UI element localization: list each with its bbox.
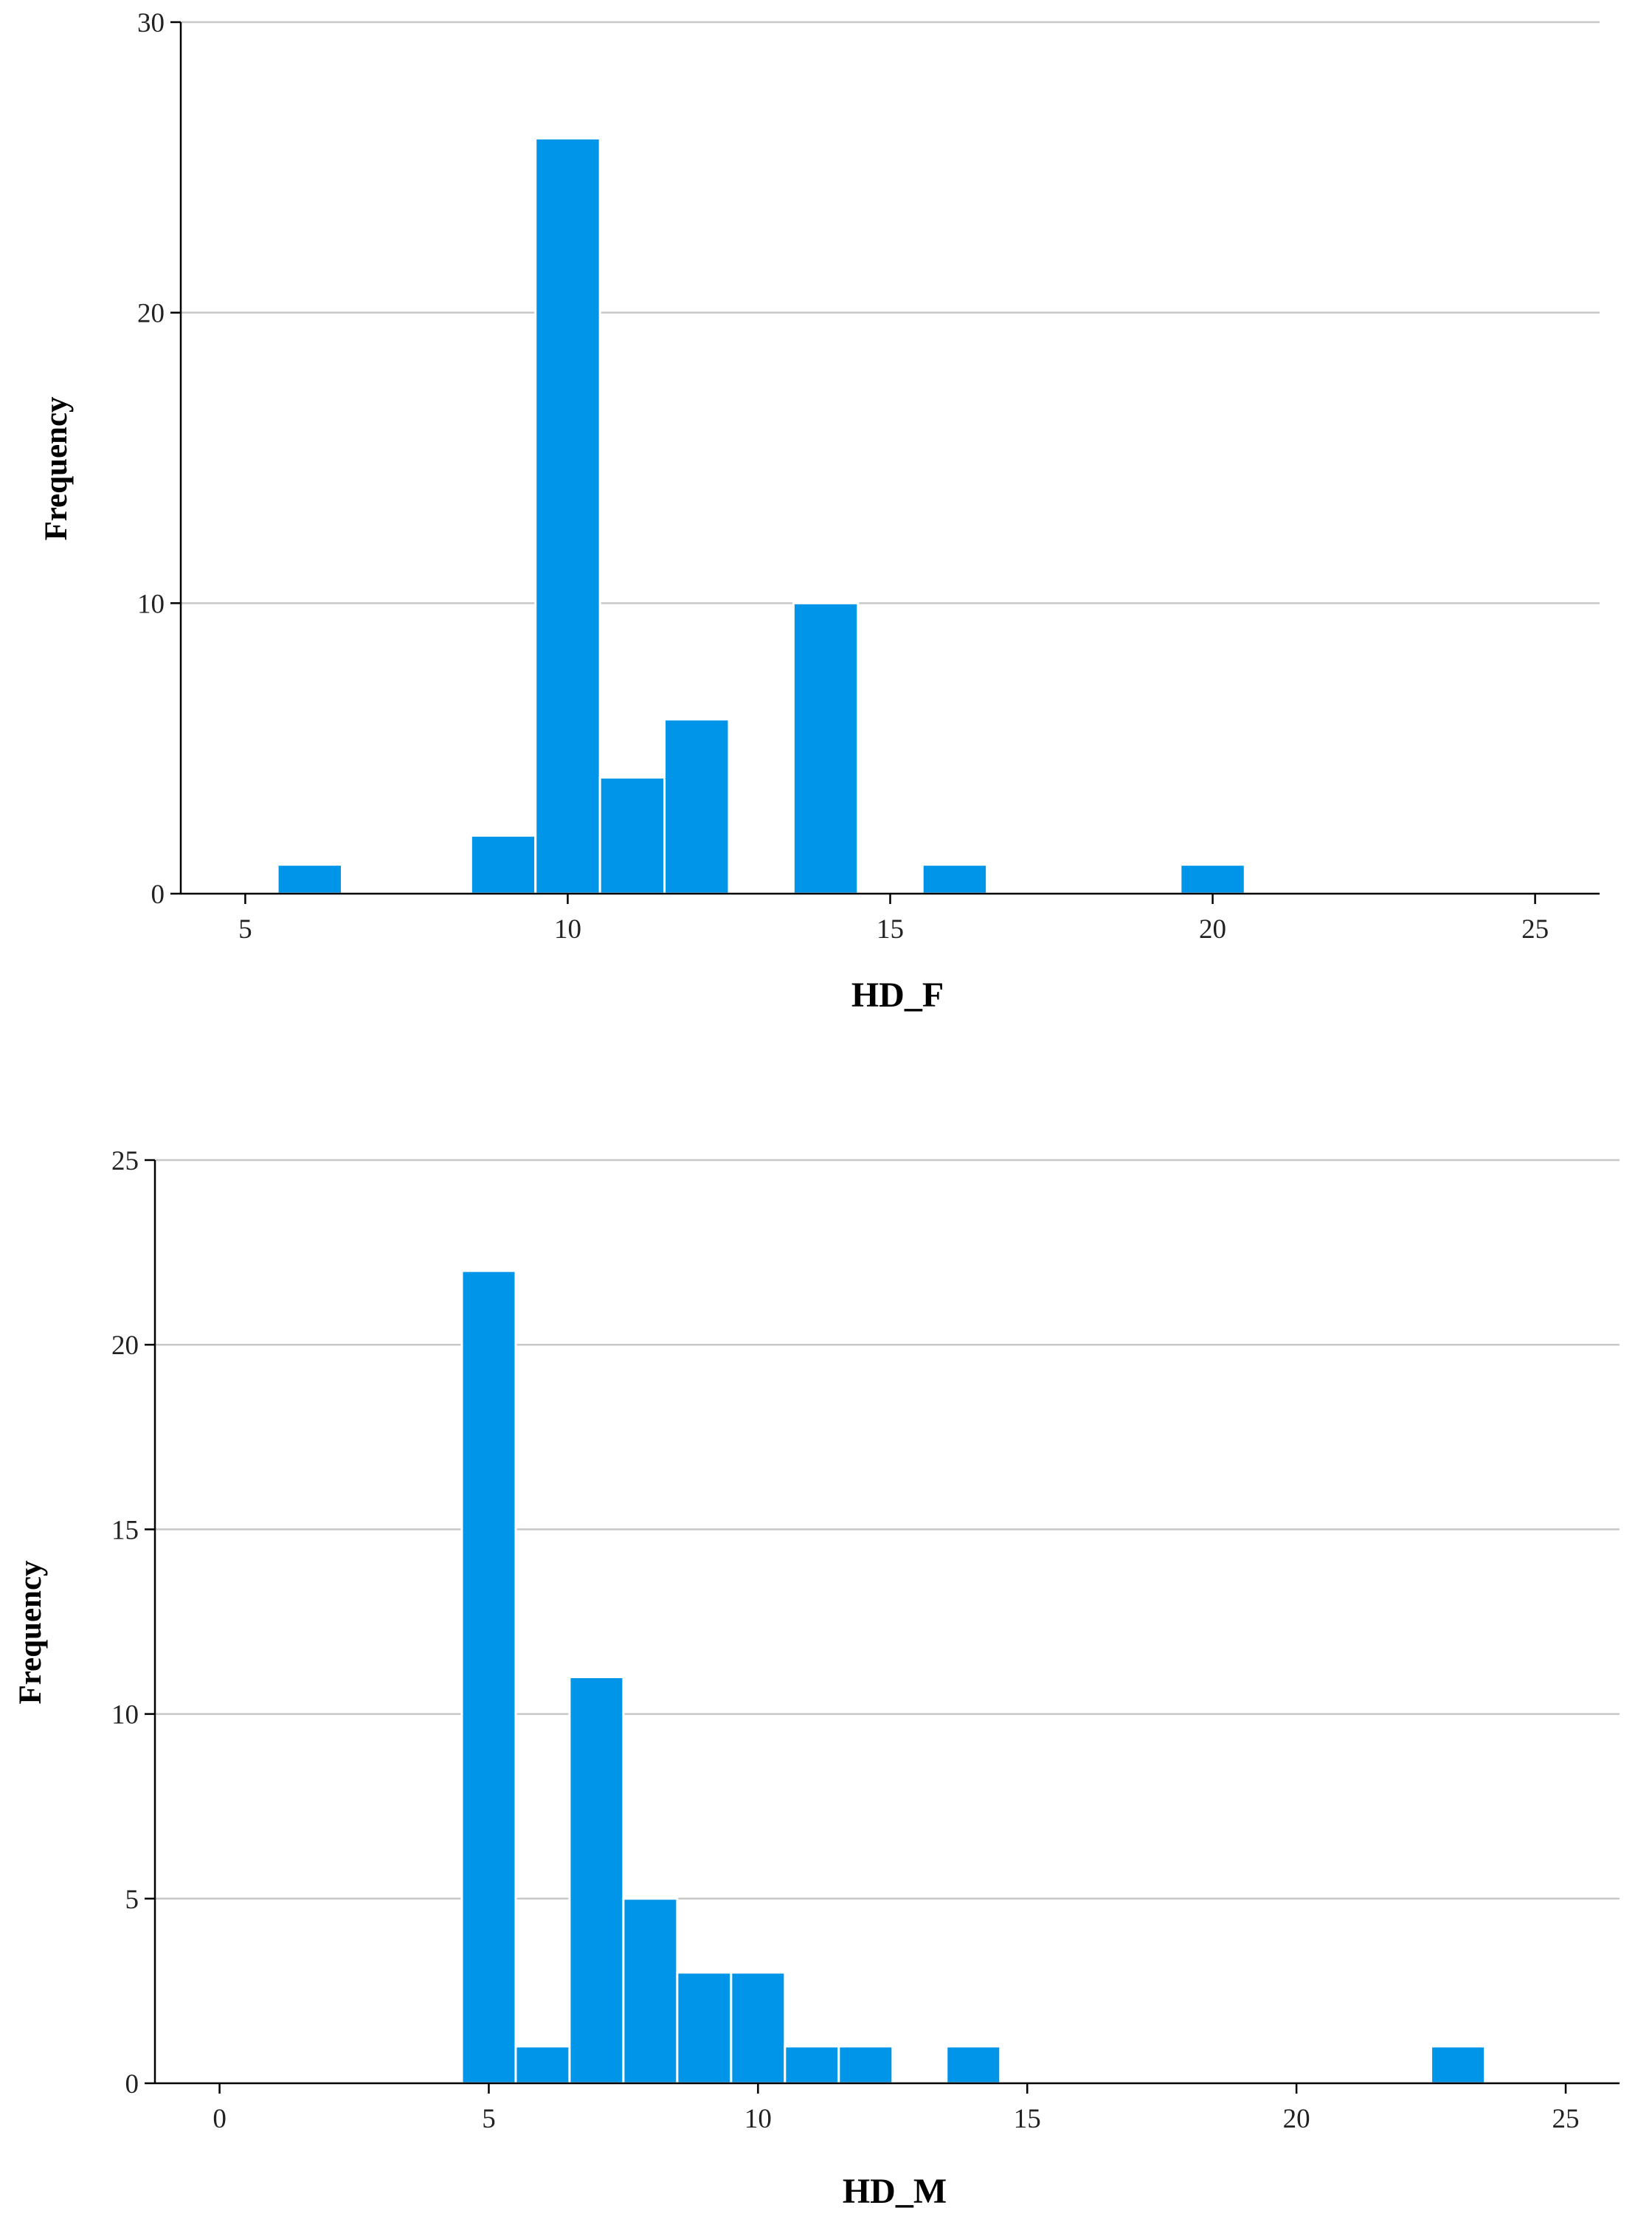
histogram-bar xyxy=(945,2045,1002,2085)
x-tick-label: 15 xyxy=(1014,2104,1041,2134)
histogram-hd-m: 0 5 10 15 20 25 0 5 10 15 20 25 HD_M Frequency xyxy=(13,1146,1620,2211)
x-tick-label: 25 xyxy=(1552,2104,1580,2134)
x-tick-label: 15 xyxy=(877,914,904,945)
y-tick-label: 5 xyxy=(125,1885,139,1915)
y-tick-label: 0 xyxy=(151,880,165,910)
x-tick-label: 10 xyxy=(554,914,581,945)
histogram-bar xyxy=(792,601,860,895)
x-tick-label: 0 xyxy=(212,2104,227,2134)
histogram-bar xyxy=(460,1269,517,2085)
histogram-bar xyxy=(837,2045,894,2085)
histogram-bar xyxy=(469,834,537,895)
y-axis-title: Frequency xyxy=(39,396,74,541)
histogram-bar xyxy=(568,1676,625,2085)
y-tick-label: 10 xyxy=(111,1700,139,1731)
histogram-bar xyxy=(622,1897,679,2085)
x-tick-label: 5 xyxy=(482,2104,496,2134)
y-tick-label: 25 xyxy=(111,1146,139,1176)
y-axis-title: Frequency xyxy=(13,1560,48,1705)
x-axis-title: HD_F xyxy=(851,976,944,1015)
y-tick-label: 0 xyxy=(125,2069,139,2099)
y-tick-label: 20 xyxy=(111,1331,139,1361)
x-tick-label: 20 xyxy=(1199,914,1226,945)
x-tick-label: 25 xyxy=(1521,914,1549,945)
y-tick-label: 20 xyxy=(137,299,165,329)
histogram-bar xyxy=(921,863,989,895)
histogram-bar xyxy=(676,1971,733,2085)
x-tick-label: 5 xyxy=(238,914,252,945)
x-tick-label: 10 xyxy=(744,2104,772,2134)
x-tick-label: 20 xyxy=(1283,2104,1310,2134)
histogram-bar xyxy=(730,1971,787,2085)
histogram-hd-f: 5 10 15 20 25 0 10 20 30 HD_F Frequency xyxy=(39,8,1600,1015)
histogram-bar xyxy=(598,776,666,895)
histogram-bar xyxy=(784,2045,840,2085)
y-tick-label: 15 xyxy=(111,1515,139,1545)
histogram-bar xyxy=(663,718,730,895)
histogram-bar xyxy=(514,2045,571,2085)
y-tick-label: 30 xyxy=(137,8,165,38)
histogram-bar xyxy=(276,863,344,895)
x-axis-title: HD_M xyxy=(843,2172,947,2211)
histogram-bar xyxy=(534,137,601,895)
histogram-bar xyxy=(1179,863,1246,895)
histogram-bar xyxy=(1430,2045,1487,2085)
y-tick-label: 10 xyxy=(137,589,165,619)
